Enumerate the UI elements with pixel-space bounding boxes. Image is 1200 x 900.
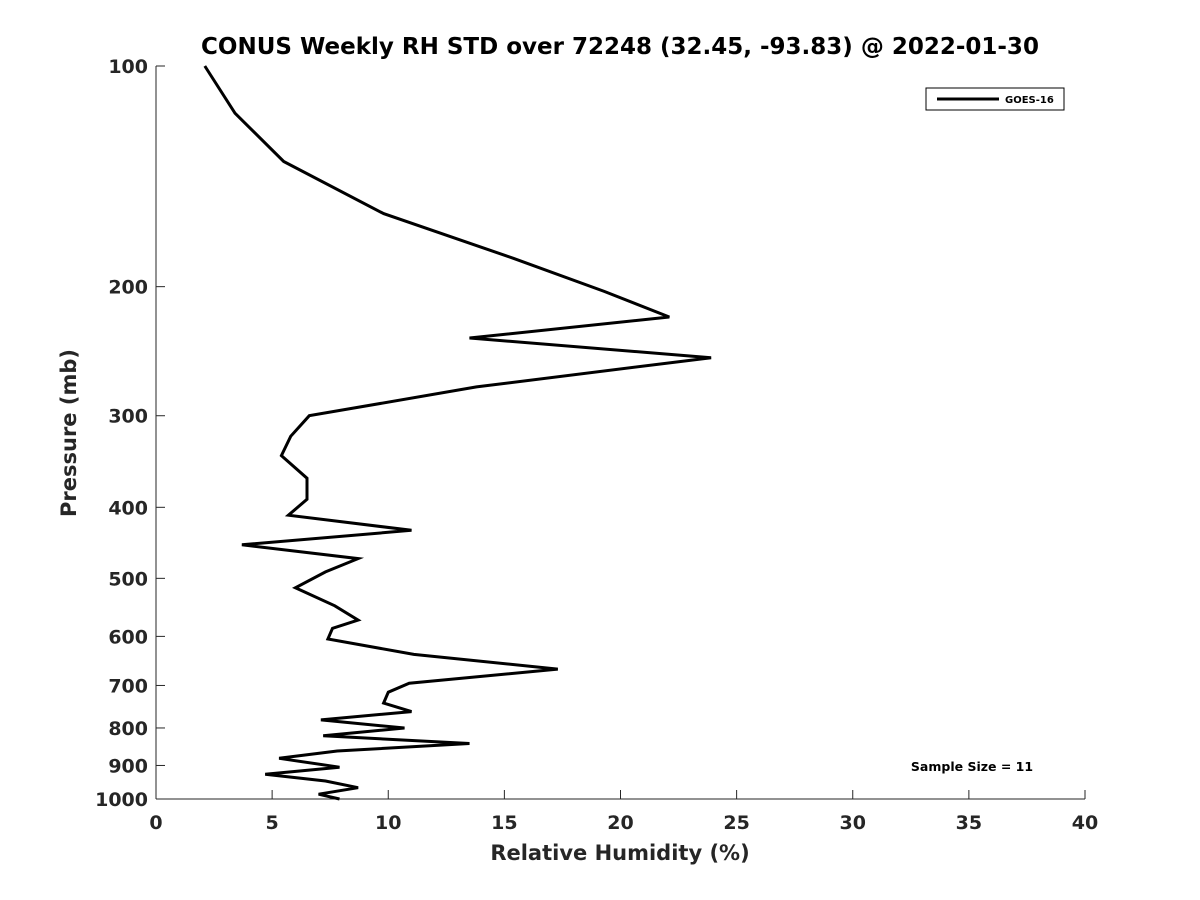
x-tick-label-10: 10 bbox=[375, 812, 401, 834]
ticks: 0 5 10 15 20 25 30 35 40 100 200 300 400 500 600 700 800… bbox=[95, 56, 1098, 834]
y-tick-label-900: 900 bbox=[108, 755, 148, 777]
legend-label-goes-16: GOES-16 bbox=[1005, 95, 1054, 106]
plot-area bbox=[203, 65, 712, 801]
y-tick-label-800: 800 bbox=[108, 718, 148, 740]
y-tick-label-100: 100 bbox=[108, 56, 148, 78]
y-tick-label-200: 200 bbox=[108, 277, 148, 299]
x-tick-label-35: 35 bbox=[956, 812, 982, 834]
chart-title: CONUS Weekly RH STD over 72248 (32.45, -… bbox=[201, 34, 1039, 60]
x-axis-label: Relative Humidity (%) bbox=[490, 841, 749, 865]
x-tick-label-0: 0 bbox=[149, 812, 162, 834]
x-tick-label-30: 30 bbox=[840, 812, 866, 834]
x-tick-label-20: 20 bbox=[607, 812, 633, 834]
y-tick-label-300: 300 bbox=[108, 406, 148, 428]
x-tick-label-40: 40 bbox=[1072, 812, 1098, 834]
y-tick-label-700: 700 bbox=[108, 675, 148, 697]
y-tick-label-500: 500 bbox=[108, 568, 148, 590]
x-tick-label-5: 5 bbox=[266, 812, 279, 834]
legend: GOES-16 bbox=[925, 87, 1065, 111]
sample-size-annotation: Sample Size = 11 bbox=[911, 759, 1033, 774]
x-tick-label-25: 25 bbox=[723, 812, 749, 834]
y-tick-label-1000: 1000 bbox=[95, 789, 148, 811]
y-axis-label: Pressure (mb) bbox=[57, 349, 81, 517]
y-tick-label-600: 600 bbox=[108, 626, 148, 648]
series-line-goes-16 bbox=[203, 65, 712, 801]
x-tick-label-15: 15 bbox=[491, 812, 517, 834]
y-tick-label-400: 400 bbox=[108, 497, 148, 519]
